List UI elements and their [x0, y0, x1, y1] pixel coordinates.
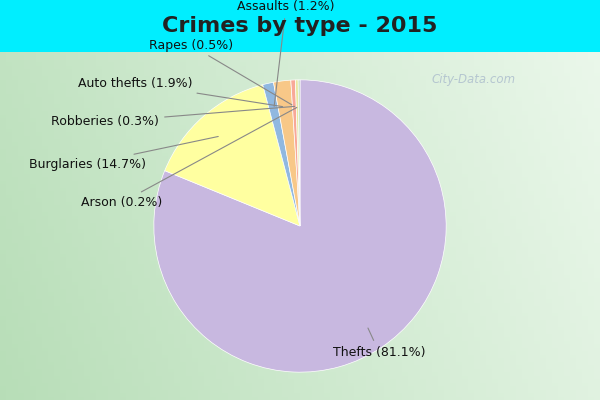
- Wedge shape: [154, 80, 446, 372]
- Text: Assaults (1.2%): Assaults (1.2%): [238, 0, 335, 106]
- Wedge shape: [295, 80, 300, 226]
- Wedge shape: [298, 80, 300, 226]
- Text: Thefts (81.1%): Thefts (81.1%): [333, 328, 425, 359]
- Text: Arson (0.2%): Arson (0.2%): [81, 108, 297, 209]
- Text: Robberies (0.3%): Robberies (0.3%): [51, 106, 295, 128]
- Wedge shape: [165, 85, 300, 226]
- Text: Rapes (0.5%): Rapes (0.5%): [149, 38, 292, 105]
- Wedge shape: [291, 80, 300, 226]
- Text: Burglaries (14.7%): Burglaries (14.7%): [29, 136, 218, 170]
- Wedge shape: [274, 80, 300, 226]
- Text: Auto thefts (1.9%): Auto thefts (1.9%): [78, 77, 283, 107]
- Text: Crimes by type - 2015: Crimes by type - 2015: [163, 16, 437, 36]
- Text: City-Data.com: City-Data.com: [432, 74, 516, 86]
- Wedge shape: [263, 82, 300, 226]
